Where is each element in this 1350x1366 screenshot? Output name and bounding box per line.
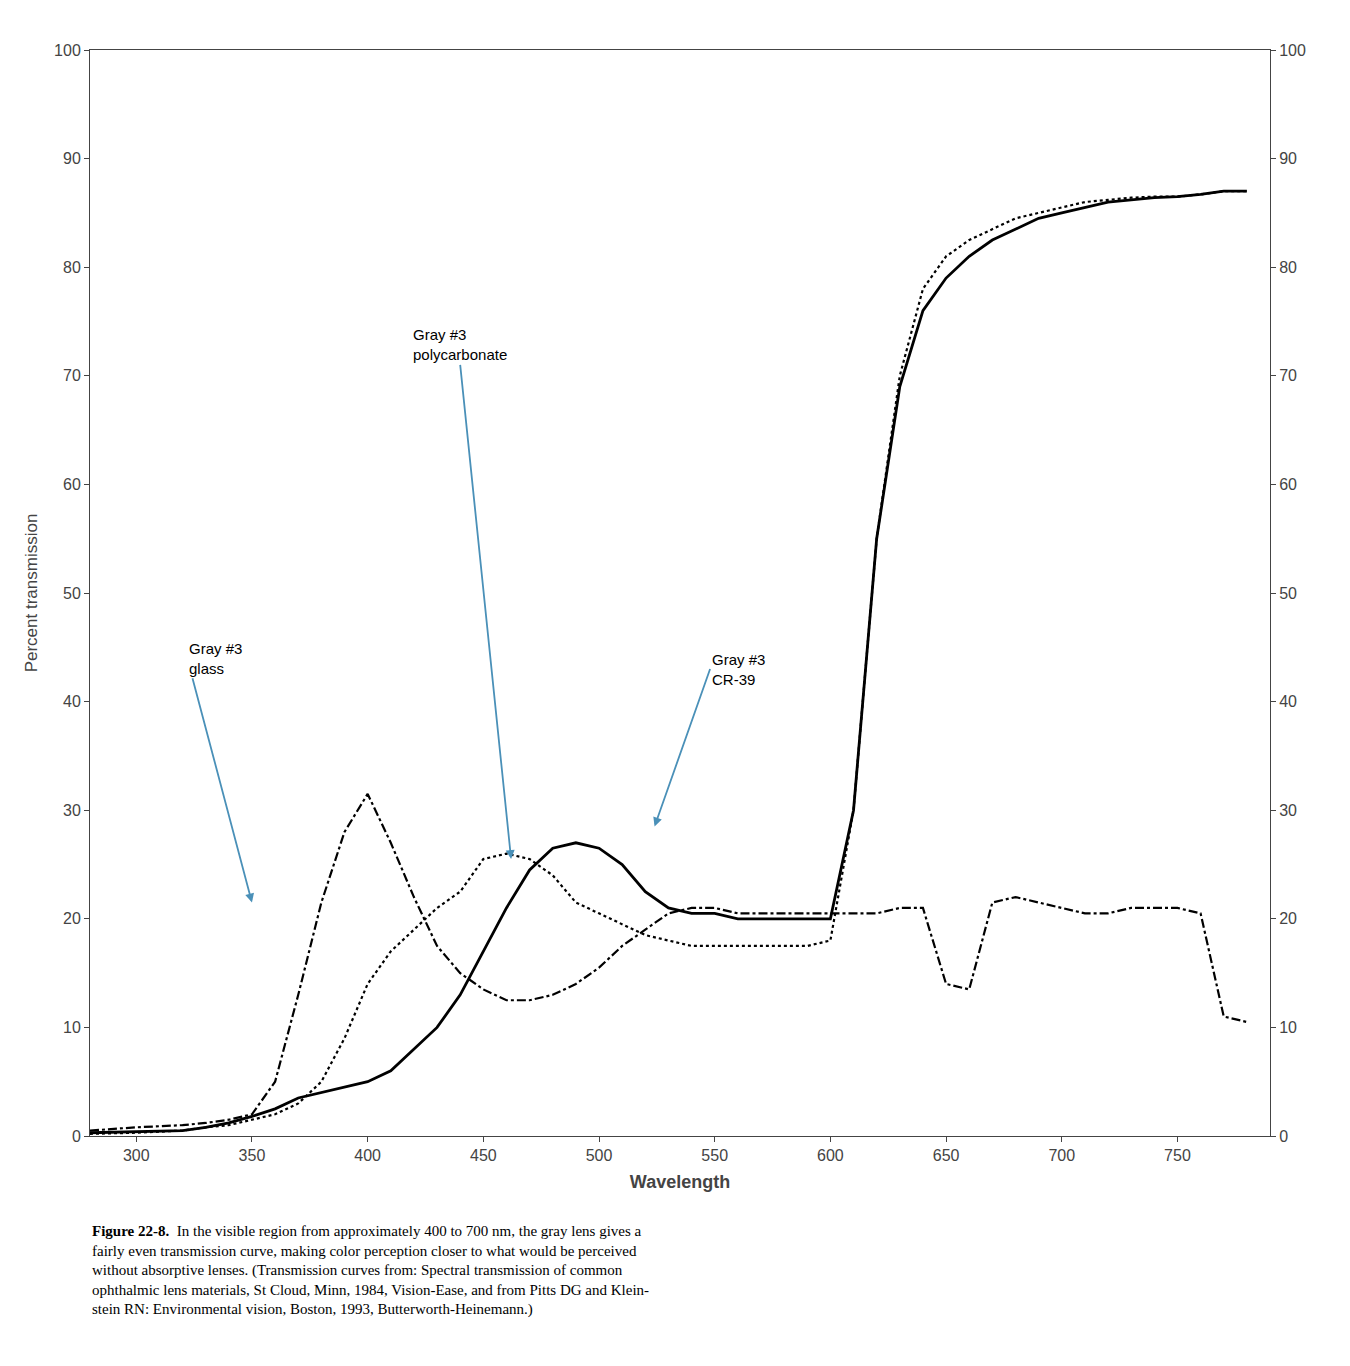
svg-text:Gray #3polycarbonate: Gray #3polycarbonate — [413, 326, 507, 363]
svg-text:450: 450 — [470, 1147, 497, 1164]
svg-text:350: 350 — [239, 1147, 266, 1164]
svg-text:50: 50 — [63, 585, 81, 602]
svg-text:10: 10 — [63, 1019, 81, 1036]
svg-text:Figure 22-8. In the visible r: Figure 22-8. In the visible region from … — [92, 1223, 649, 1318]
svg-text:600: 600 — [817, 1147, 844, 1164]
svg-text:750: 750 — [1164, 1147, 1191, 1164]
svg-text:Gray #3glass: Gray #3glass — [189, 640, 242, 677]
svg-text:40: 40 — [1279, 693, 1297, 710]
svg-text:20: 20 — [63, 910, 81, 927]
svg-text:550: 550 — [701, 1147, 728, 1164]
svg-text:0: 0 — [72, 1128, 81, 1145]
svg-text:80: 80 — [63, 259, 81, 276]
svg-text:30: 30 — [63, 802, 81, 819]
svg-text:Percent transmission: Percent transmission — [22, 514, 41, 673]
svg-text:10: 10 — [1279, 1019, 1297, 1036]
svg-text:700: 700 — [1048, 1147, 1075, 1164]
svg-text:Wavelength: Wavelength — [630, 1172, 730, 1192]
svg-text:650: 650 — [933, 1147, 960, 1164]
svg-text:70: 70 — [63, 367, 81, 384]
svg-text:80: 80 — [1279, 259, 1297, 276]
svg-text:500: 500 — [586, 1147, 613, 1164]
svg-text:70: 70 — [1279, 367, 1297, 384]
svg-text:90: 90 — [63, 150, 81, 167]
svg-text:60: 60 — [1279, 476, 1297, 493]
svg-text:300: 300 — [123, 1147, 150, 1164]
svg-text:400: 400 — [354, 1147, 381, 1164]
svg-text:50: 50 — [1279, 585, 1297, 602]
svg-text:0: 0 — [1279, 1128, 1288, 1145]
svg-text:100: 100 — [54, 42, 81, 59]
svg-text:90: 90 — [1279, 150, 1297, 167]
svg-text:20: 20 — [1279, 910, 1297, 927]
svg-text:60: 60 — [63, 476, 81, 493]
svg-text:40: 40 — [63, 693, 81, 710]
svg-text:Gray #3CR-39: Gray #3CR-39 — [712, 651, 765, 688]
svg-text:100: 100 — [1279, 42, 1306, 59]
svg-text:30: 30 — [1279, 802, 1297, 819]
